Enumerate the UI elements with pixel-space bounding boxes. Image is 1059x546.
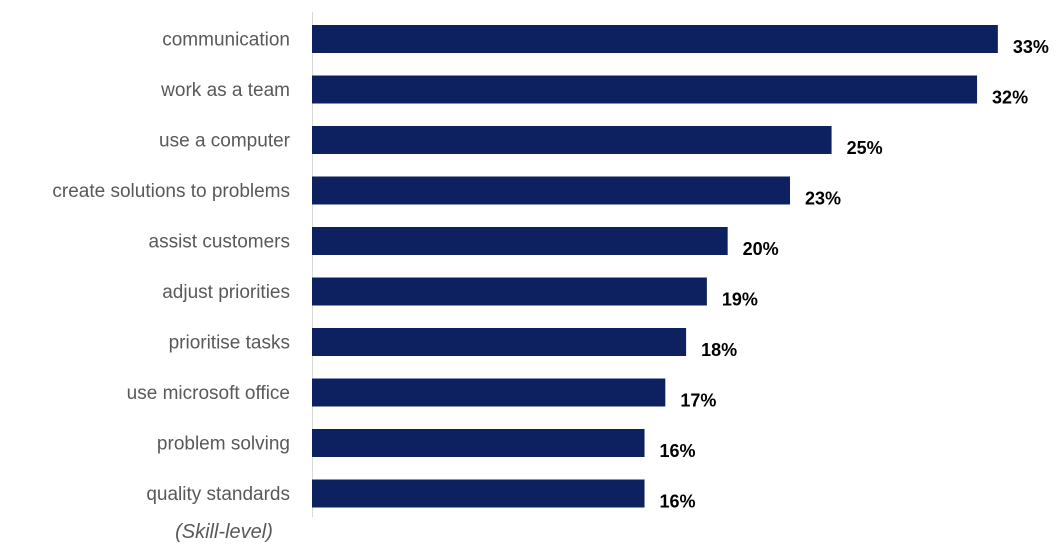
bar-prioritise-tasks (312, 328, 687, 356)
value-label: 20% (743, 239, 779, 259)
category-labels-group: communication work as a team use a compute… (52, 30, 290, 506)
category-label: assist customers (149, 232, 290, 253)
value-label: 32% (992, 88, 1028, 108)
bar-communication (312, 25, 998, 53)
category-label: work as a team (160, 80, 290, 101)
value-label: 33% (1013, 37, 1049, 57)
category-label: quality standards (146, 484, 290, 505)
value-label: 16% (660, 441, 696, 461)
value-label: 23% (805, 189, 841, 209)
bars-group (312, 25, 998, 508)
category-label: create solutions to problems (52, 181, 290, 202)
bar-assist-customers (312, 227, 728, 255)
value-label: 17% (680, 391, 716, 411)
bar-work-as-a-team (312, 75, 978, 104)
bar-use-microsoft-office (312, 378, 666, 407)
bar-use-a-computer (312, 126, 832, 154)
skill-level-note: (Skill-level) (175, 521, 273, 543)
bar-create-solutions-to-problems (312, 176, 791, 205)
value-labels-group: 33% 32% 25% 23% 20% 19% 18% 17% 16% 16% (660, 37, 1049, 512)
category-label: adjust priorities (162, 282, 290, 303)
bar-problem-solving (312, 429, 645, 457)
category-label: prioritise tasks (169, 333, 290, 354)
value-label: 19% (722, 290, 758, 310)
category-label: use microsoft office (127, 383, 290, 404)
category-label: problem solving (157, 434, 290, 455)
category-label: communication (162, 30, 290, 51)
bar-quality-standards (312, 479, 645, 508)
value-label: 25% (847, 138, 883, 158)
category-label: use a computer (159, 131, 291, 152)
value-label: 16% (660, 492, 696, 512)
bar-adjust-priorities (312, 277, 707, 306)
value-label: 18% (701, 340, 737, 360)
